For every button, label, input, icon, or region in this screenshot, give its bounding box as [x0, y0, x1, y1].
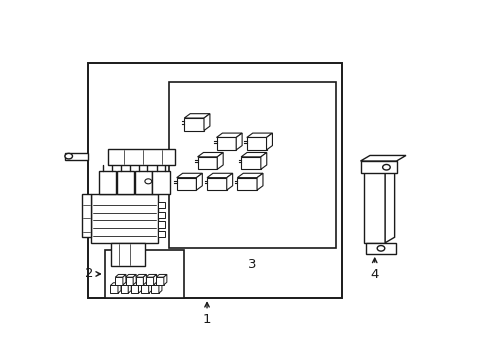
- Bar: [184, 118, 203, 131]
- Bar: [125, 277, 133, 285]
- Bar: [241, 157, 260, 169]
- Circle shape: [376, 246, 384, 251]
- Polygon shape: [216, 133, 242, 138]
- Polygon shape: [118, 283, 121, 293]
- Polygon shape: [184, 114, 209, 118]
- Bar: [237, 177, 257, 190]
- Bar: [158, 202, 165, 208]
- Bar: [169, 82, 335, 248]
- Bar: [141, 285, 148, 293]
- Bar: [152, 171, 169, 194]
- Bar: [108, 149, 175, 165]
- Bar: [158, 212, 165, 218]
- Polygon shape: [151, 283, 162, 285]
- Polygon shape: [163, 274, 166, 285]
- Bar: [158, 221, 165, 228]
- Polygon shape: [217, 153, 223, 169]
- Bar: [134, 171, 151, 194]
- Bar: [65, 153, 87, 159]
- Bar: [121, 285, 128, 293]
- Bar: [156, 277, 163, 285]
- Polygon shape: [110, 283, 121, 285]
- Polygon shape: [360, 156, 405, 161]
- Bar: [246, 138, 266, 150]
- Polygon shape: [143, 274, 146, 285]
- Polygon shape: [131, 283, 141, 285]
- Polygon shape: [385, 165, 394, 243]
- Bar: [110, 285, 118, 293]
- Bar: [91, 194, 158, 243]
- Text: 2: 2: [84, 267, 93, 280]
- Bar: [82, 194, 91, 237]
- Polygon shape: [236, 133, 242, 150]
- Polygon shape: [121, 283, 131, 285]
- Bar: [151, 285, 159, 293]
- Polygon shape: [125, 274, 136, 277]
- Bar: [360, 161, 396, 174]
- Polygon shape: [136, 274, 146, 277]
- Bar: [136, 277, 143, 285]
- Polygon shape: [159, 283, 162, 293]
- Polygon shape: [122, 274, 126, 285]
- Circle shape: [144, 179, 151, 184]
- Polygon shape: [196, 173, 202, 190]
- Text: 3: 3: [248, 258, 256, 271]
- Polygon shape: [241, 153, 266, 157]
- Text: 4: 4: [370, 268, 378, 281]
- Polygon shape: [156, 274, 166, 277]
- Polygon shape: [197, 153, 223, 157]
- Bar: [206, 177, 226, 190]
- Polygon shape: [153, 274, 156, 285]
- Bar: [99, 171, 116, 194]
- Bar: [87, 63, 341, 298]
- Polygon shape: [141, 283, 151, 285]
- Polygon shape: [128, 283, 131, 293]
- Polygon shape: [148, 283, 151, 293]
- Polygon shape: [237, 173, 263, 177]
- Polygon shape: [133, 274, 136, 285]
- Polygon shape: [266, 133, 272, 150]
- Text: 1: 1: [203, 314, 211, 327]
- Bar: [115, 277, 122, 285]
- Bar: [364, 171, 385, 243]
- Circle shape: [382, 165, 389, 170]
- Polygon shape: [115, 274, 126, 277]
- Bar: [131, 285, 138, 293]
- Circle shape: [65, 153, 72, 159]
- Bar: [104, 250, 184, 298]
- Bar: [176, 177, 196, 190]
- Bar: [146, 277, 153, 285]
- Bar: [197, 157, 217, 169]
- Bar: [366, 243, 395, 254]
- Polygon shape: [260, 153, 266, 169]
- Polygon shape: [364, 165, 394, 171]
- Polygon shape: [203, 114, 209, 131]
- Polygon shape: [246, 133, 272, 138]
- Polygon shape: [146, 274, 156, 277]
- Bar: [216, 138, 236, 150]
- Bar: [158, 231, 165, 237]
- Bar: [111, 243, 145, 266]
- Bar: [117, 171, 134, 194]
- Polygon shape: [138, 283, 141, 293]
- Polygon shape: [226, 173, 232, 190]
- Polygon shape: [176, 173, 202, 177]
- Polygon shape: [206, 173, 232, 177]
- Polygon shape: [257, 173, 263, 190]
